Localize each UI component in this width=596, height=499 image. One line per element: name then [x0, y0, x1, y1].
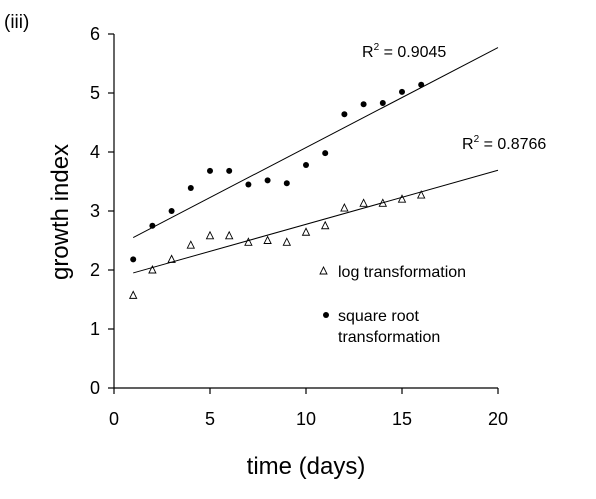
- legend-label-square-root-line1: square root: [338, 308, 419, 325]
- data-point-log: [416, 190, 426, 199]
- data-point-square-root: [322, 150, 329, 157]
- data-point-log: [167, 254, 176, 263]
- data-point-square-root: [360, 101, 367, 108]
- r2-label-square-root: R2 = 0.9045: [362, 42, 446, 61]
- data-point-square-root: [207, 167, 213, 174]
- trendline-square-root: [132, 47, 499, 238]
- data-point-log: [340, 203, 349, 212]
- legend-label-square-root-line2: transformation: [338, 329, 440, 346]
- data-point-square-root: [283, 180, 290, 187]
- x-tick-label: 15: [392, 409, 412, 429]
- y-tick-label: 2: [90, 260, 100, 280]
- data-point-log: [359, 198, 368, 207]
- legend: log transformation square root transform…: [319, 264, 466, 346]
- x-tick-label: 20: [488, 409, 508, 429]
- y-tick-label: 5: [90, 83, 100, 103]
- data-point-log: [378, 198, 388, 207]
- y-tick-label: 6: [90, 24, 100, 44]
- x-tick-label: 10: [296, 409, 316, 429]
- trendline-log: [133, 169, 499, 274]
- x-axis-title: time (days): [247, 453, 366, 480]
- data-points: [128, 81, 426, 299]
- data-point-square-root: [341, 111, 348, 118]
- y-tick-label: 4: [90, 142, 100, 162]
- legend-label-log: log transformation: [338, 264, 466, 281]
- data-point-log: [205, 230, 215, 240]
- data-point-log: [282, 237, 292, 246]
- legend-marker-log: [319, 265, 328, 275]
- y-axis-title: growth index: [47, 144, 74, 280]
- y-tick-label: 1: [90, 319, 100, 339]
- data-point-log: [244, 237, 253, 246]
- data-point-log: [128, 290, 138, 299]
- data-point-square-root: [264, 177, 271, 184]
- data-point-square-root: [187, 184, 194, 191]
- data-point-log: [224, 230, 234, 240]
- data-point-log: [301, 227, 311, 236]
- data-point-square-root: [245, 181, 252, 188]
- data-point-square-root: [149, 222, 156, 229]
- data-point-log: [148, 264, 157, 274]
- data-point-log: [263, 235, 272, 244]
- axis-ticks: 0 5 10 15 20 0 1 2 3 4 5 6: [90, 24, 508, 429]
- data-point-log: [320, 220, 330, 230]
- data-point-square-root: [418, 81, 425, 88]
- x-tick-label: 5: [205, 409, 215, 429]
- x-tick-label: 0: [109, 409, 119, 429]
- y-tick-label: 3: [90, 201, 100, 221]
- data-point-square-root: [399, 88, 405, 95]
- legend-marker-square-root: [323, 312, 329, 318]
- data-point-square-root: [226, 167, 233, 174]
- panel-label: (iii): [4, 12, 29, 33]
- data-point-square-root: [168, 208, 175, 214]
- r2-labels: R2 = 0.9045 R2 = 0.8766: [362, 42, 546, 153]
- data-point-log: [186, 240, 196, 249]
- r2-label-log: R2 = 0.8766: [462, 134, 546, 153]
- data-point-log: [397, 194, 407, 203]
- y-tick-label: 0: [90, 378, 100, 398]
- data-point-square-root: [379, 100, 386, 107]
- data-point-square-root: [130, 256, 137, 263]
- data-point-square-root: [303, 161, 309, 168]
- trendlines: [132, 47, 499, 274]
